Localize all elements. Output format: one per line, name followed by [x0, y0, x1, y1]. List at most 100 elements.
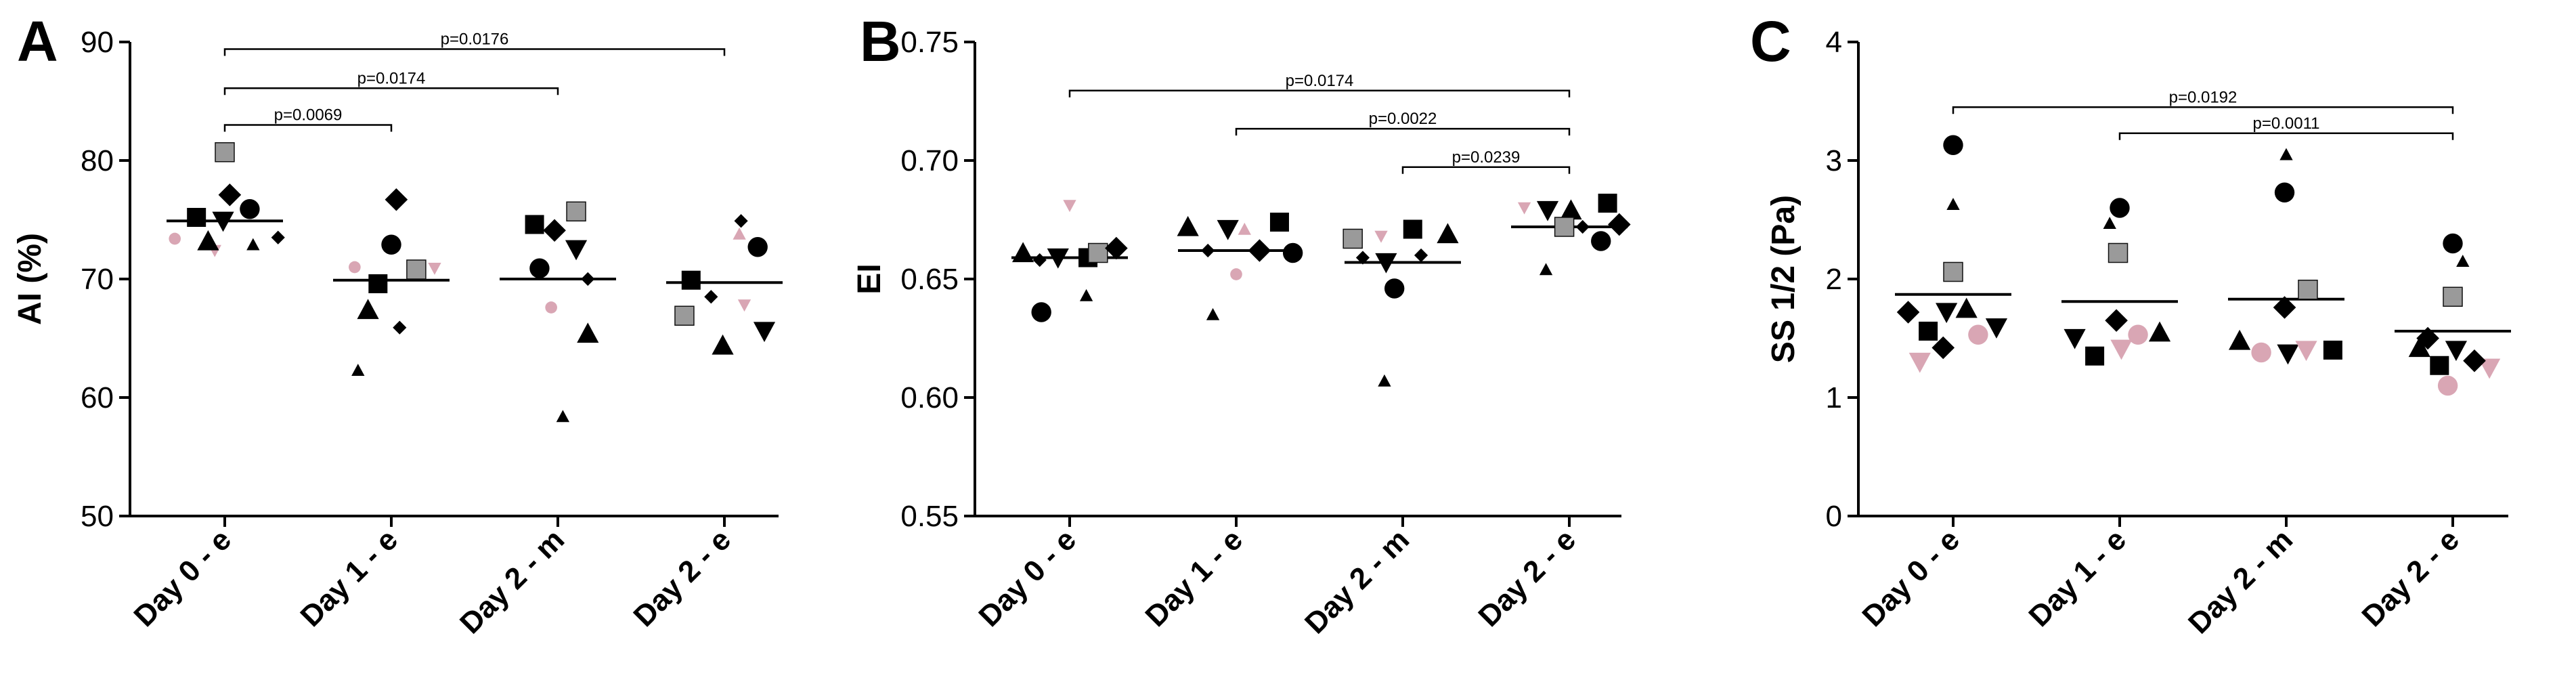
- y-axis-title: EI: [852, 263, 888, 294]
- data-point-triangle: [1560, 199, 1582, 220]
- data-point-tridown: [1517, 202, 1531, 215]
- y-tick-label: 3: [1826, 144, 1842, 177]
- data-point-tridown: [1985, 318, 2008, 339]
- data-point-triangle: [1437, 223, 1459, 244]
- data-point-triangle: [1955, 297, 1978, 318]
- data-point-diamond: [734, 214, 748, 228]
- data-point-circle: [1384, 278, 1405, 299]
- data-point-triangle: [197, 230, 219, 251]
- data-point-circle: [2437, 375, 2458, 396]
- y-tick-label: 0.55: [900, 500, 959, 533]
- data-point-circle: [381, 234, 401, 255]
- data-point-square: [2430, 356, 2449, 375]
- data-point-circle: [529, 258, 550, 278]
- data-point-square: [2323, 341, 2342, 360]
- data-point-circle: [2128, 324, 2148, 345]
- data-point-tridown: [1375, 253, 1397, 274]
- data-point-diamond: [1896, 301, 1920, 324]
- y-tick-label: 50: [81, 500, 114, 533]
- data-point-triangle: [1539, 263, 1553, 276]
- significance-bracket: [1068, 89, 1571, 98]
- data-point-triangle: [357, 299, 379, 320]
- data-point-triangle: [2408, 337, 2430, 358]
- data-point-diamond: [385, 188, 408, 211]
- data-point-circle: [2110, 198, 2130, 218]
- data-point-square: [1598, 194, 1617, 213]
- data-point-diamond: [271, 230, 285, 244]
- data-point-square: [566, 201, 586, 221]
- x-tick-label: Day 2 - e: [2355, 523, 2466, 633]
- data-point-diamond: [704, 290, 718, 304]
- significance-bracket: [1235, 127, 1571, 136]
- data-point-tridown: [737, 299, 751, 312]
- data-point-circle: [1591, 231, 1611, 251]
- data-point-triangle: [351, 364, 365, 376]
- x-tick-label: Day 2 - m: [1298, 523, 1416, 640]
- data-point-diamond: [1105, 236, 1128, 260]
- y-tick-label: 0.65: [900, 263, 959, 296]
- significance-bracket: [1952, 106, 2454, 114]
- data-point-diamond: [1608, 213, 1631, 236]
- data-point-triangle: [2456, 255, 2470, 267]
- x-tick-label: Day 2 - m: [454, 523, 571, 640]
- data-point-triangle: [2103, 217, 2116, 229]
- x-tick-label: Day 1 - e: [1139, 523, 1249, 633]
- data-point-square: [1554, 217, 1575, 237]
- x-tick-label: Day 2 - e: [1472, 523, 1582, 633]
- data-point-diamond: [2105, 309, 2128, 333]
- data-point-diamond: [581, 272, 595, 286]
- significance-bracket: [1401, 166, 1571, 174]
- y-tick-label: 70: [81, 263, 114, 296]
- data-point-circle: [240, 199, 260, 219]
- data-point-diamond: [543, 219, 566, 242]
- data-point-circle: [2251, 342, 2271, 363]
- data-point-triangle: [1946, 198, 1960, 210]
- panel-letter: A: [17, 9, 58, 73]
- data-point-triangle: [577, 322, 599, 343]
- x-tick-label: Day 0 - e: [972, 523, 1083, 633]
- data-point-triangle: [2148, 321, 2171, 342]
- panel-c: 0 1 2 3 4 Day 0 - e Day 1 - e Day 2 - m Day 2 - …: [1750, 9, 2511, 640]
- data-point-triangle: [1012, 242, 1034, 263]
- data-point-tridown: [2277, 344, 2299, 365]
- data-point-square: [2443, 286, 2463, 307]
- significance-bracket: [223, 87, 559, 95]
- panel-letter: B: [860, 9, 901, 73]
- data-point-square: [1943, 261, 1963, 282]
- data-point-square: [2298, 280, 2318, 300]
- data-point-triangle: [1079, 288, 1093, 301]
- data-point-diamond: [1355, 251, 1370, 265]
- x-tick-label: Day 0 - e: [1856, 523, 1966, 633]
- data-point-diamond: [2416, 326, 2439, 350]
- data-point-tridown: [565, 240, 588, 261]
- data-point-circle: [2443, 233, 2463, 254]
- data-point-tridown: [2445, 341, 2468, 362]
- data-point-square: [1269, 213, 1289, 232]
- data-point-circle: [349, 261, 361, 274]
- data-point-tridown: [428, 263, 441, 275]
- data-point-triangle: [733, 227, 746, 240]
- data-point-tridown: [2479, 358, 2501, 379]
- p-value-label: p=0.0174: [357, 69, 426, 87]
- data-point-circle: [2274, 182, 2295, 202]
- y-axis-title: AI (%): [12, 233, 48, 325]
- data-point-tridown: [1936, 303, 1958, 324]
- data-point-tridown: [1063, 200, 1076, 213]
- data-point-circle: [1943, 135, 1963, 155]
- data-point-circle: [169, 232, 181, 245]
- data-point-diamond: [393, 320, 407, 335]
- data-point-tridown: [2064, 328, 2086, 349]
- panel-a: 50 60 70 80 90 Day 0 - e Day 1 - e Day 2 - m Day…: [12, 9, 783, 640]
- significance-bracket: [223, 124, 393, 132]
- data-point-square: [1919, 322, 1938, 341]
- data-point-diamond: [1575, 219, 1590, 234]
- data-point-circle: [1230, 268, 1242, 280]
- data-point-diamond: [2273, 296, 2296, 319]
- data-point-tridown: [1536, 200, 1559, 221]
- y-tick-label: 0: [1826, 500, 1842, 533]
- y-tick-label: 0.60: [900, 381, 959, 414]
- data-point-triangle: [246, 238, 260, 251]
- data-point-square: [2085, 346, 2105, 366]
- data-point-square: [368, 274, 388, 293]
